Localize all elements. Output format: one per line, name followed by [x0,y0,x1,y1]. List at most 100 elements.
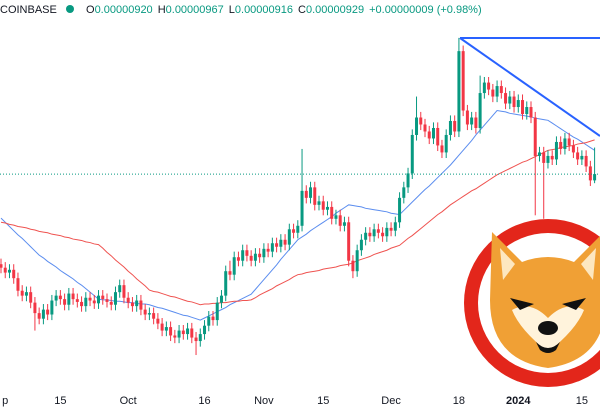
candle-body [156,318,160,324]
candle-body [241,250,245,261]
candle-body [567,138,571,146]
trend-line [459,37,600,137]
candle-body [215,302,219,321]
candle-body [118,285,122,293]
candle-body [109,301,113,305]
candle-body [194,337,198,342]
candle-body [24,292,28,296]
candle-body [563,138,567,149]
candle-body [487,82,491,90]
candle-body [16,278,20,291]
candle-body [431,127,435,139]
candle-body [381,232,385,237]
ohlc-key: C [298,4,306,16]
candle-body [461,51,465,111]
candle-body [351,260,355,272]
candle-body [385,227,389,237]
candle-body [512,96,516,108]
candle-body [525,107,529,115]
candle-body [80,301,84,307]
candle-body [508,96,512,104]
candle-body [12,269,16,279]
candle-body [262,248,266,258]
candle-body [266,248,270,252]
x-tick-label: Oct [120,395,137,407]
candle-body [283,239,287,245]
candle-body [504,93,508,104]
candle-body [313,187,317,205]
candle-body [292,229,296,233]
candle-body [359,239,363,251]
candle-body [173,335,177,338]
x-tick-label: p [2,395,8,407]
ohlc-value: 0.00000916 [235,4,293,16]
candle-body [164,327,168,331]
candle-body [465,110,469,125]
candle-body [436,127,440,146]
candle-body [236,257,240,261]
candle-body [325,206,329,210]
candle-body [588,166,592,181]
candle-body [58,295,62,300]
candle-body [29,292,33,303]
candle-body [207,316,211,326]
candle-body [63,299,67,305]
candle-body [228,271,232,275]
candle-body [113,292,117,305]
candle-body [3,267,7,273]
candle-body [478,93,482,128]
candle-body [41,309,45,319]
ohlc-key: L [229,4,235,16]
ohlc-key: H [158,4,166,16]
candle-body [245,250,249,256]
candle-body [474,117,478,128]
x-tick-label: 16 [198,395,210,407]
x-tick-label: 2024 [506,395,531,407]
candle-body [101,295,105,300]
candle-body [389,227,393,231]
candle-body [181,330,185,335]
candle-body [576,152,580,160]
candle-body [453,120,457,132]
candle-body [135,300,139,307]
candle-body [317,201,321,205]
candle-body [147,313,151,315]
x-tick-label: Dec [381,395,401,407]
ohlc-value: 0.00000929 [306,4,364,16]
ohlc-key: O [86,4,95,16]
candle-body [482,82,486,94]
candle-body [139,300,143,310]
candle-body [198,334,202,342]
candle-body [410,134,414,174]
candle-body [584,155,588,167]
candle-body [427,131,431,139]
candle-body [546,155,550,163]
candle-body [491,89,495,97]
candle-body [105,299,109,302]
candle-body [415,117,419,135]
candle-body [533,117,537,156]
candle-body [126,297,130,303]
candle-body [169,327,173,336]
candle-body [67,293,71,305]
candle-body [253,253,257,261]
candle-body [347,222,351,261]
candle-body [423,124,427,132]
candle-body [190,328,194,338]
candle-body [521,100,525,115]
candle-body [122,285,126,298]
exchange: COINBASE [0,4,57,16]
candle-body [338,215,342,226]
candle-body [287,229,291,245]
candle-body [300,190,304,226]
shiba-logo [464,219,600,387]
x-tick-label: 15 [54,395,66,407]
candle-body [203,325,207,335]
candle-body [393,222,397,231]
candle-body [330,206,334,219]
candle-body [160,323,164,331]
candle-body [470,117,474,125]
status-dot [66,5,74,13]
candle-body [309,187,313,198]
